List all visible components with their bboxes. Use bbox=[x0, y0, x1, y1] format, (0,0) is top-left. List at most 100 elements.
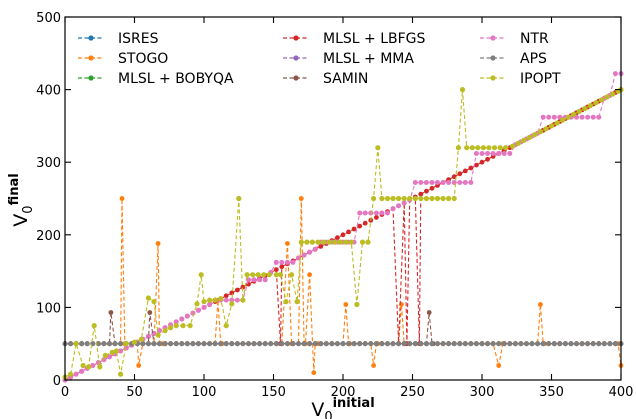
data-point bbox=[195, 307, 201, 313]
data-point bbox=[357, 341, 363, 347]
data-point bbox=[351, 226, 357, 232]
data-point bbox=[501, 341, 507, 347]
data-point bbox=[223, 297, 229, 303]
data-point bbox=[298, 196, 304, 201]
data-point bbox=[244, 272, 250, 278]
data-point bbox=[277, 272, 284, 278]
data-point bbox=[343, 302, 349, 307]
data-point bbox=[255, 272, 261, 278]
data-point bbox=[557, 341, 563, 347]
data-point bbox=[157, 328, 162, 334]
data-point bbox=[250, 272, 256, 278]
data-point bbox=[294, 299, 300, 305]
data-point bbox=[147, 310, 153, 315]
data-point bbox=[390, 195, 396, 202]
data-point bbox=[412, 180, 418, 185]
data-point bbox=[593, 100, 599, 106]
data-point bbox=[612, 71, 618, 77]
data-point bbox=[491, 145, 498, 151]
data-point bbox=[118, 341, 124, 347]
data-point bbox=[426, 310, 432, 315]
data-point bbox=[145, 295, 151, 301]
data-point bbox=[118, 371, 124, 377]
data-point bbox=[307, 272, 312, 278]
data-point bbox=[218, 296, 224, 302]
data-point bbox=[379, 341, 385, 347]
data-point bbox=[435, 341, 440, 347]
data-point bbox=[357, 210, 363, 216]
data-point bbox=[207, 297, 213, 303]
legend-label: IPOPT bbox=[520, 71, 561, 87]
data-point bbox=[131, 339, 138, 345]
data-point bbox=[365, 239, 371, 245]
data-point bbox=[371, 195, 377, 202]
y-tick-label: 100 bbox=[36, 301, 61, 316]
data-point bbox=[604, 94, 610, 100]
data-point bbox=[371, 363, 376, 368]
legend-swatch-marker bbox=[490, 55, 496, 61]
data-point bbox=[373, 341, 379, 347]
data-point bbox=[551, 114, 557, 120]
y-tick-label: 400 bbox=[36, 84, 61, 99]
data-point bbox=[446, 180, 452, 185]
data-point bbox=[207, 302, 213, 307]
data-point bbox=[362, 220, 368, 226]
y-tick-label: 500 bbox=[36, 11, 61, 26]
data-point bbox=[229, 301, 235, 307]
data-point bbox=[246, 277, 251, 283]
legend-label: ISRES bbox=[118, 31, 159, 47]
data-point bbox=[468, 341, 474, 347]
data-point bbox=[455, 145, 461, 151]
data-point bbox=[429, 180, 435, 185]
legend-label: MLSL + BOBYQA bbox=[118, 71, 234, 87]
data-point bbox=[423, 341, 429, 347]
data-point bbox=[73, 371, 79, 377]
data-point bbox=[91, 323, 97, 329]
data-point bbox=[101, 341, 107, 347]
data-point bbox=[198, 272, 204, 278]
data-point bbox=[475, 145, 481, 151]
x-tick-label: 250 bbox=[400, 385, 425, 400]
data-point bbox=[273, 341, 279, 347]
legend-entry: IPOPT bbox=[480, 71, 561, 87]
data-point bbox=[509, 143, 516, 149]
data-point bbox=[473, 341, 479, 347]
x-tick-label: 200 bbox=[331, 385, 356, 400]
legend-entry: APS bbox=[480, 51, 547, 67]
series-stogo bbox=[62, 196, 624, 376]
data-point bbox=[301, 252, 307, 258]
data-point bbox=[187, 323, 193, 329]
data-point bbox=[462, 180, 468, 185]
data-point bbox=[354, 301, 360, 308]
data-point bbox=[459, 87, 466, 93]
data-point bbox=[407, 341, 413, 347]
data-point bbox=[560, 117, 566, 123]
legend-entry: NTR bbox=[480, 31, 549, 47]
data-point bbox=[257, 277, 263, 283]
data-point bbox=[479, 151, 485, 156]
data-point bbox=[582, 105, 588, 112]
data-point bbox=[546, 114, 552, 120]
data-point bbox=[234, 297, 240, 303]
data-point bbox=[86, 364, 92, 370]
data-point bbox=[462, 341, 468, 347]
data-point bbox=[223, 293, 229, 299]
data-point bbox=[474, 162, 479, 168]
data-point bbox=[540, 341, 546, 347]
data-point bbox=[262, 277, 268, 283]
data-point bbox=[396, 195, 402, 202]
data-point bbox=[279, 341, 285, 347]
data-point bbox=[80, 362, 86, 369]
data-point bbox=[284, 259, 290, 265]
data-point bbox=[479, 159, 485, 165]
legend-swatch-marker bbox=[293, 35, 299, 41]
data-point bbox=[469, 145, 475, 151]
data-point bbox=[551, 341, 557, 347]
data-point bbox=[140, 341, 146, 347]
data-point bbox=[157, 341, 162, 347]
data-point bbox=[351, 341, 357, 347]
legend-label: APS bbox=[520, 51, 547, 67]
data-point bbox=[396, 341, 402, 347]
legend: ISRES STOGO MLSL + BOBYQA MLSL + LBFGS MLSL … bbox=[78, 31, 561, 87]
data-point bbox=[596, 341, 602, 347]
